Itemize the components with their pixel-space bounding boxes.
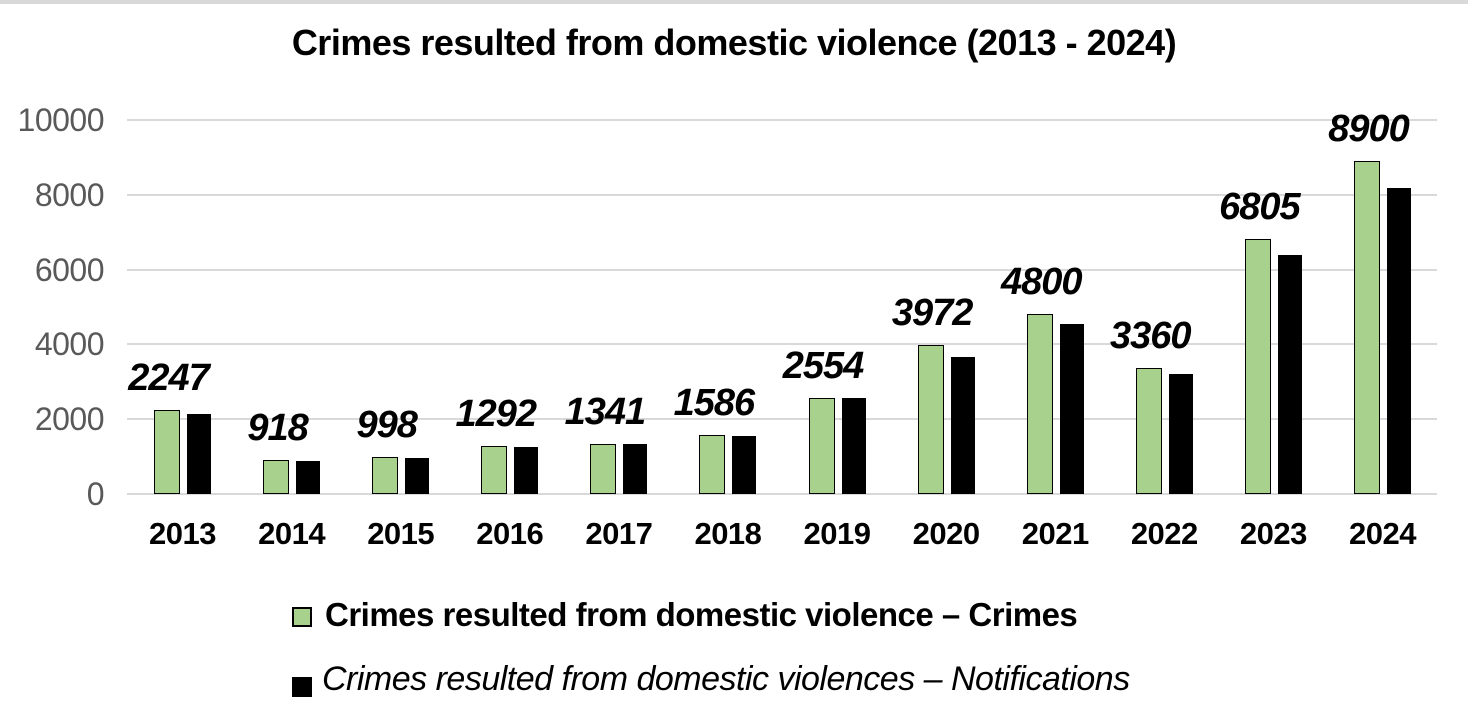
- x-axis-label-2021: 2021: [1021, 516, 1089, 551]
- bar-crimes-2016: [481, 445, 508, 494]
- gridline-8000: [127, 193, 1437, 196]
- legend-swatch-notifications: [292, 677, 312, 697]
- data-label-2019: 2554: [782, 345, 865, 388]
- bar-notifications-2021: [1059, 323, 1084, 494]
- bar-crimes-2017: [590, 443, 617, 494]
- x-axis-label-2020: 2020: [912, 516, 980, 551]
- legend-label-crimes: Crimes resulted from domestic violence –…: [325, 596, 1078, 633]
- y-axis-tick-label: 4000: [34, 326, 105, 363]
- bar-crimes-2023: [1244, 239, 1271, 494]
- y-axis-tick-label: 0: [86, 476, 105, 512]
- x-axis-label-2014: 2014: [258, 516, 326, 551]
- data-label-2023: 6805: [1219, 186, 1301, 229]
- data-label-2018: 1586: [673, 381, 756, 424]
- data-label-2015: 998: [356, 403, 417, 446]
- bar-crimes-2015: [372, 456, 399, 494]
- bar-notifications-2015: [405, 458, 430, 494]
- bar-notifications-2019: [841, 397, 866, 494]
- legend-swatch-crimes: [292, 607, 312, 627]
- data-label-2024: 8900: [1328, 108, 1410, 151]
- bar-crimes-2021: [1026, 314, 1053, 494]
- x-axis-label-2019: 2019: [803, 516, 871, 551]
- data-label-2020: 3972: [891, 292, 974, 335]
- bar-crimes-2022: [1135, 368, 1162, 494]
- data-label-2021: 4800: [1000, 261, 1083, 304]
- y-axis-tick-label: 6000: [34, 251, 105, 288]
- bar-crimes-2018: [699, 434, 726, 494]
- gridline-0: [127, 493, 1437, 495]
- bar-notifications-2017: [623, 444, 648, 494]
- x-axis-label-2023: 2023: [1239, 516, 1307, 551]
- x-axis-label-2022: 2022: [1130, 516, 1198, 551]
- legend-label-notifications: Crimes resulted from domestic violences …: [322, 660, 1130, 698]
- y-axis-tick-label: 10000: [17, 102, 105, 138]
- bar-notifications-2023: [1277, 254, 1302, 494]
- x-axis-label-2017: 2017: [585, 516, 653, 551]
- chart-title: Crimes resulted from domestic violence (…: [291, 22, 1177, 63]
- data-label-2022: 3360: [1110, 315, 1192, 358]
- bar-notifications-2022: [1168, 374, 1193, 494]
- window-top-border: [0, 0, 1468, 4]
- gridline-2000: [127, 418, 1437, 421]
- bar-crimes-2014: [263, 459, 290, 494]
- data-label-2014: 918: [247, 406, 308, 449]
- bar-crimes-2020: [917, 345, 944, 494]
- gridline-4000: [127, 343, 1437, 346]
- x-axis-label-2016: 2016: [476, 516, 544, 551]
- bar-notifications-2020: [950, 357, 975, 494]
- gridline-10000: [127, 119, 1437, 121]
- data-label-2013: 2247: [128, 356, 210, 399]
- y-axis-tick-label: 2000: [34, 401, 105, 438]
- bar-notifications-2024: [1386, 188, 1411, 494]
- data-label-2016: 1292: [455, 392, 537, 435]
- bar-notifications-2016: [514, 446, 539, 494]
- x-axis-label-2024: 2024: [1349, 516, 1416, 551]
- bar-notifications-2013: [187, 413, 211, 494]
- x-axis-label-2013: 2013: [149, 516, 216, 551]
- gridline-6000: [127, 268, 1437, 271]
- bar-crimes-2019: [808, 398, 835, 494]
- y-axis-tick-label: 8000: [34, 176, 105, 213]
- bar-crimes-2013: [154, 409, 180, 494]
- bar-crimes-2024: [1353, 161, 1380, 494]
- data-label-2017: 1341: [564, 390, 647, 433]
- bar-notifications-2018: [732, 435, 757, 494]
- bar-notifications-2014: [296, 460, 321, 494]
- x-axis-label-2015: 2015: [367, 516, 435, 551]
- x-axis-label-2018: 2018: [694, 516, 762, 551]
